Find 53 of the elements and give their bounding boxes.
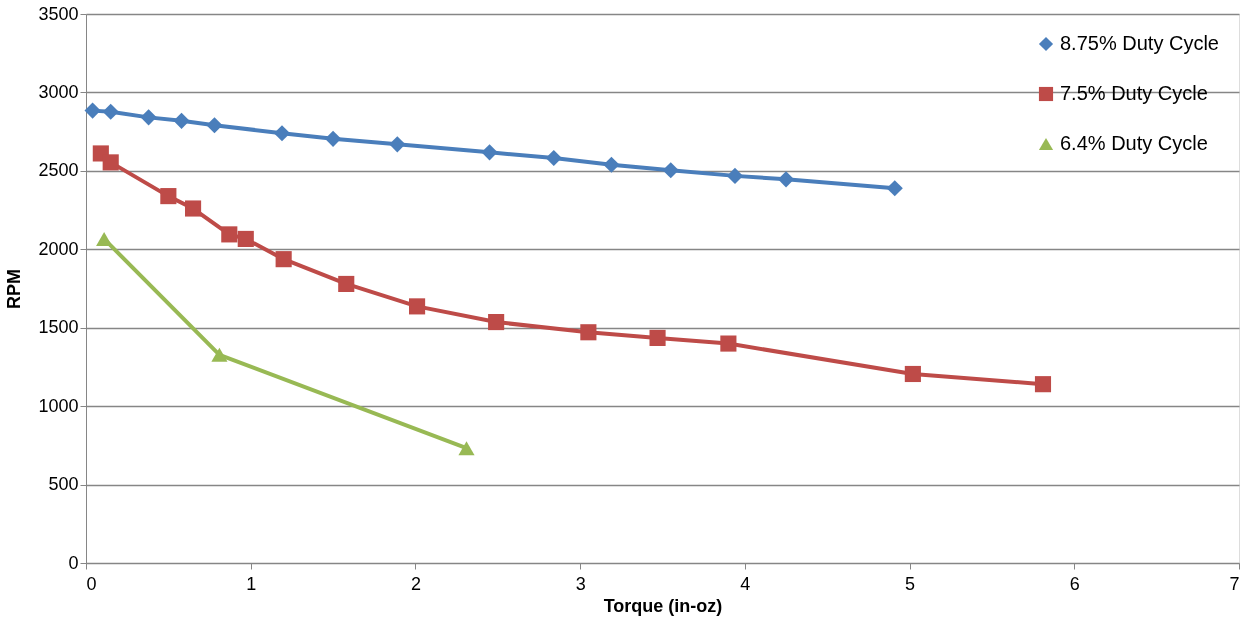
x-tick-label: 3 [575,573,586,594]
legend-label: 7.5% Duty Cycle [1060,82,1208,104]
point [102,154,119,171]
point [662,162,679,179]
point [603,156,620,173]
point [185,200,202,217]
y-tick-label: 2500 [38,160,79,181]
point [580,324,597,341]
y-tick-label: 500 [48,474,79,495]
legend-label: 8.75% Duty Cycle [1060,32,1219,54]
point [481,144,498,161]
point [389,136,406,153]
point [338,275,355,293]
x-tick-label: 2 [410,573,421,594]
y-tick-label: 2000 [38,238,79,259]
y-tick-label: 1000 [38,395,79,416]
y-tick-label: 1500 [38,317,79,338]
point [488,314,505,331]
point [1034,376,1052,393]
point [102,103,119,120]
point [173,112,190,129]
point [84,102,101,119]
point [237,230,254,247]
point [273,125,291,142]
y-tick-label: 3000 [38,81,79,102]
point [211,347,228,362]
point [160,188,177,205]
point [777,171,795,188]
legend-label: 6.4% Duty Cycle [1060,132,1208,154]
point [545,149,562,167]
point [275,251,292,268]
y-tick-label: 3500 [38,3,79,24]
x-tick-label: 7 [1229,573,1240,594]
point [458,441,475,456]
x-axis-title: Torque (in-oz) [603,595,723,616]
point [726,167,744,184]
x-tick-label: 0 [86,573,97,594]
y-tick-label: 0 [68,552,79,573]
point [409,298,426,315]
x-tick-label: 6 [1069,573,1080,594]
point [221,226,238,243]
point [140,109,157,126]
point [886,180,903,197]
x-tick-label: 5 [905,573,916,594]
point [325,130,342,147]
point [206,117,223,134]
point [720,335,737,352]
point [649,329,666,346]
point [904,365,921,383]
point [96,231,113,246]
x-tick-label: 1 [246,573,257,594]
x-tick-label: 4 [740,573,751,594]
y-axis-title: RPM [4,269,25,309]
